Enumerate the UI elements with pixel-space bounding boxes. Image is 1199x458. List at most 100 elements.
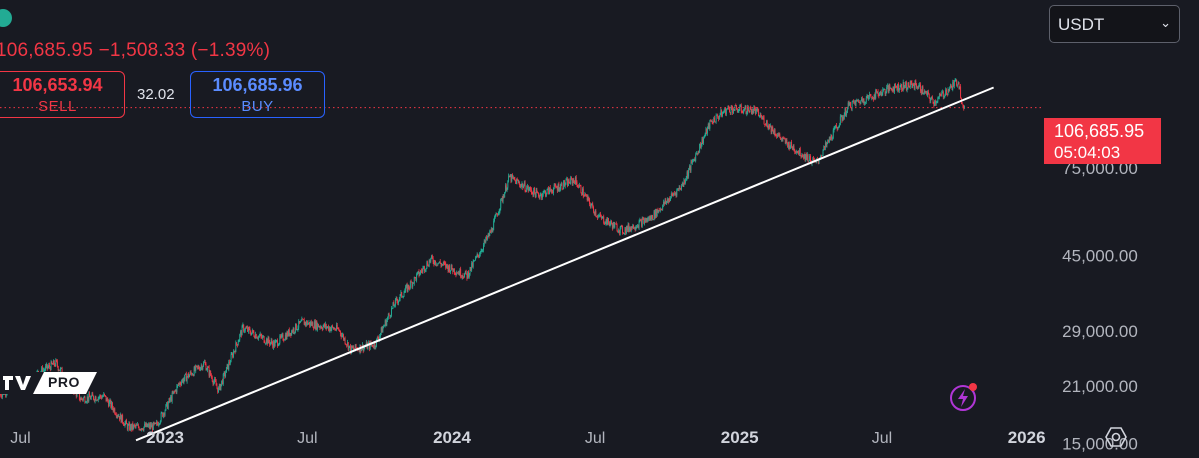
- candle-body: [506, 187, 508, 191]
- candle-body: [209, 370, 211, 376]
- candle-body: [809, 155, 811, 161]
- trendline[interactable]: [135, 86, 995, 442]
- candle-body: [489, 231, 491, 237]
- buy-button[interactable]: 106,685.96 BUY: [190, 71, 325, 118]
- candle-body: [615, 223, 617, 225]
- candle-body: [437, 262, 439, 266]
- candle-body: [600, 216, 602, 219]
- candle-body: [505, 185, 507, 191]
- candle-body: [271, 340, 273, 344]
- candle-body: [45, 364, 47, 367]
- candle-body: [763, 117, 765, 125]
- candle-body: [541, 193, 543, 198]
- candle-body: [145, 423, 147, 427]
- candle-body: [264, 342, 266, 344]
- candle-body: [424, 266, 425, 272]
- sell-label: SELL: [38, 98, 77, 115]
- candle-body: [98, 397, 100, 398]
- candle-body: [615, 223, 616, 225]
- candle-body: [413, 277, 415, 284]
- candle-body: [84, 396, 86, 403]
- candle-body: [934, 100, 936, 106]
- candle-body: [365, 342, 367, 347]
- candle-body: [912, 84, 914, 88]
- candle-body: [557, 184, 559, 191]
- candlestick-series: [0, 78, 965, 433]
- flash-icon[interactable]: [948, 381, 980, 413]
- candle-body: [298, 321, 300, 328]
- candle-body: [446, 264, 447, 268]
- candle-body: [938, 93, 940, 97]
- candle-body: [354, 344, 356, 350]
- candle-body: [613, 222, 615, 228]
- candle-body: [606, 219, 608, 225]
- candle-body: [355, 344, 357, 349]
- candle-body: [108, 401, 110, 407]
- candle-body: [334, 328, 336, 330]
- candle-body: [887, 85, 888, 88]
- candle-body: [453, 268, 455, 274]
- candle-body: [150, 424, 152, 428]
- candle-body: [259, 334, 261, 336]
- candle-body: [659, 208, 661, 211]
- candle-body: [736, 105, 738, 110]
- candle-body: [887, 85, 889, 92]
- candle-body: [500, 199, 502, 209]
- candle-body: [622, 226, 624, 234]
- candle-body: [116, 415, 118, 417]
- candle-body: [454, 273, 456, 274]
- candle-body: [460, 276, 462, 278]
- candle-body: [657, 209, 659, 212]
- candle-body: [762, 117, 764, 119]
- candle-body: [835, 125, 837, 128]
- candle-body: [565, 180, 567, 185]
- candle-body: [457, 272, 458, 274]
- sell-button[interactable]: 106,653.94 SELL: [0, 71, 125, 118]
- candle-body: [328, 327, 330, 331]
- candle-body: [780, 136, 782, 140]
- price-axis-label: 45,000.00: [1062, 247, 1138, 266]
- candle-body: [177, 384, 179, 386]
- candle-body: [345, 343, 347, 345]
- candle-body: [669, 198, 671, 201]
- candle-body: [111, 402, 113, 408]
- candle-body: [879, 91, 881, 94]
- candle-body: [428, 260, 430, 267]
- candle-body: [670, 193, 672, 198]
- candle-body: [218, 387, 219, 393]
- candle-body: [471, 262, 473, 271]
- candle-body: [207, 367, 208, 370]
- candle-body: [190, 371, 192, 374]
- candle-body: [350, 345, 352, 353]
- candle-body: [760, 114, 762, 117]
- candle-body: [169, 398, 171, 401]
- candle-body: [95, 396, 97, 401]
- candle-body: [233, 351, 234, 358]
- candle-body: [672, 194, 674, 196]
- candle-body: [581, 192, 583, 195]
- candle-body: [907, 82, 909, 89]
- candle-body: [547, 187, 549, 190]
- candle-body: [558, 184, 560, 191]
- candle-body: [539, 195, 541, 198]
- candle-body: [328, 326, 330, 331]
- candle-body: [773, 131, 774, 134]
- candle-body: [670, 197, 671, 201]
- candle-body: [156, 421, 158, 424]
- candle-body: [799, 148, 800, 154]
- candle-body: [806, 154, 807, 160]
- candle-body: [609, 223, 611, 226]
- candle-body: [797, 151, 799, 153]
- candle-body: [799, 148, 801, 157]
- candle-body: [795, 151, 797, 153]
- candle-body: [720, 110, 722, 115]
- candle-body: [589, 203, 591, 208]
- currency-select[interactable]: USDT ⌄: [1049, 5, 1180, 43]
- candle-body: [635, 227, 637, 230]
- candle-body: [705, 128, 707, 134]
- candle-body: [104, 395, 106, 397]
- settings-icon[interactable]: [1104, 425, 1128, 449]
- candle-body: [196, 365, 198, 368]
- candle-body: [757, 109, 759, 110]
